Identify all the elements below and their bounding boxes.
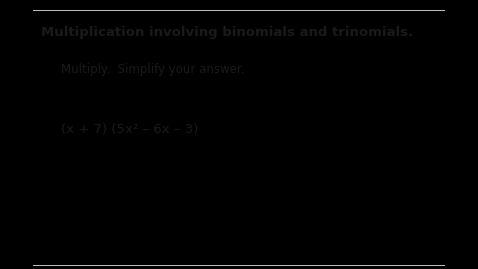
Text: Multiply.  Simplify your answer.: Multiply. Simplify your answer. — [61, 63, 245, 76]
Text: Multiplication involving binomials and trinomials.: Multiplication involving binomials and t… — [41, 26, 413, 39]
Text: (x + 7) (5x² – 6x – 3): (x + 7) (5x² – 6x – 3) — [61, 123, 199, 136]
